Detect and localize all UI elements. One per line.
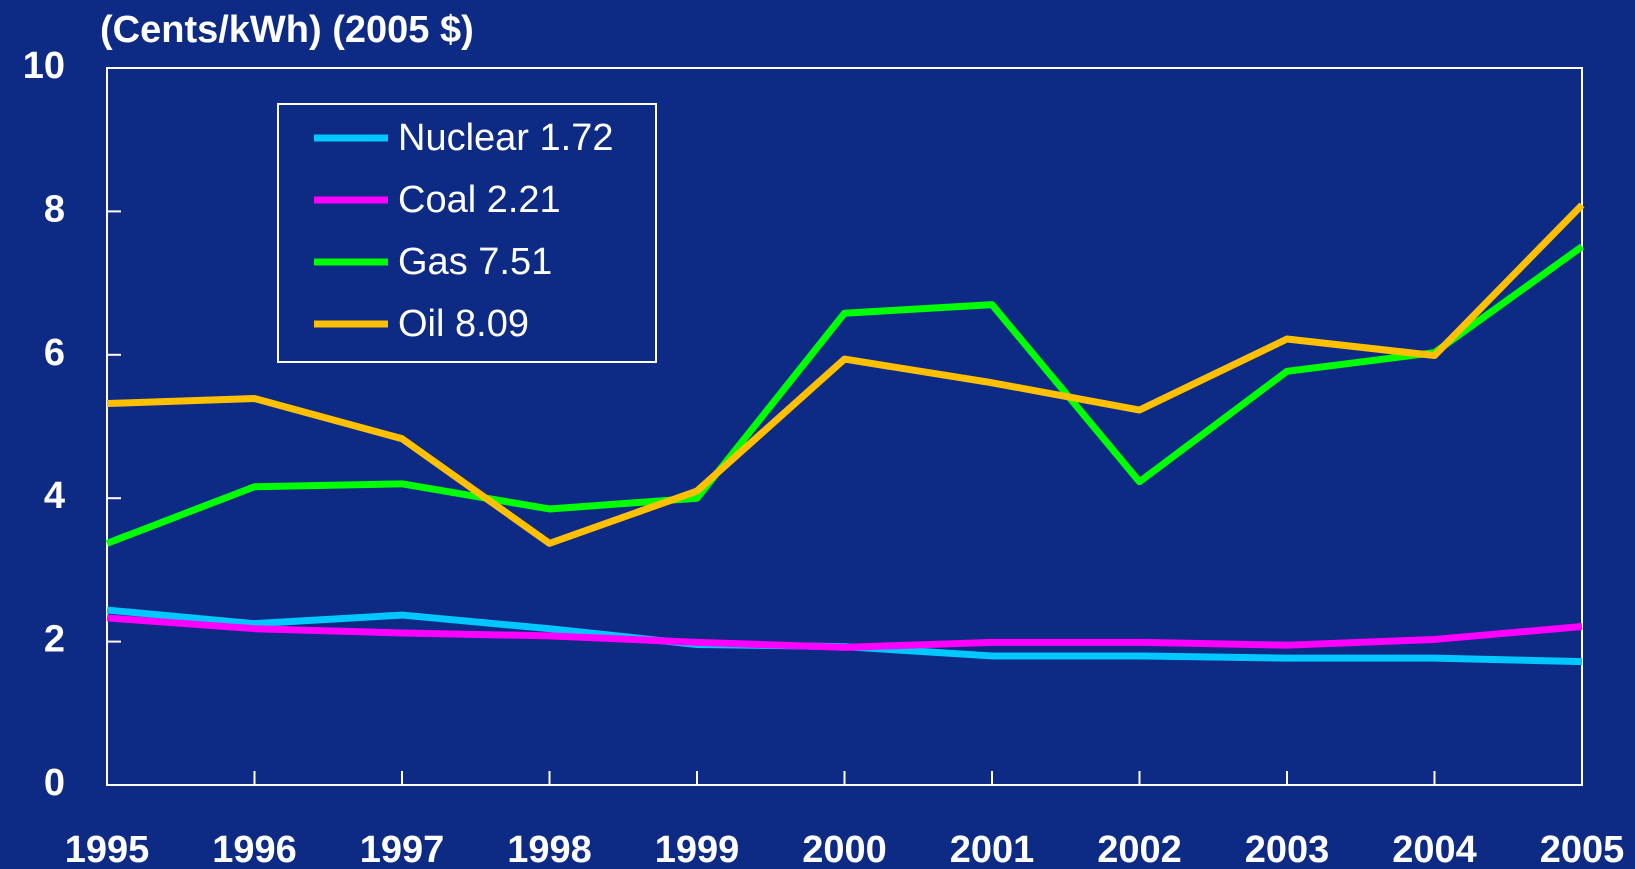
y-tick-label: 6: [44, 332, 65, 374]
y-tick-label: 0: [44, 762, 65, 804]
legend-label: Nuclear 1.72: [398, 117, 613, 159]
legend-box: [277, 103, 657, 363]
y-tick-label: 4: [44, 475, 65, 517]
x-tick-label: 2005: [1540, 829, 1625, 869]
x-tick-label: 1995: [65, 829, 150, 869]
series-line: [106, 202, 1585, 547]
chart-title: (Cents/kWh) (2005 $): [100, 9, 474, 51]
series-line: [106, 614, 1583, 651]
y-tick-label: 8: [44, 188, 65, 230]
x-tick-label: 2002: [1097, 829, 1182, 869]
x-tick-label: 1998: [507, 829, 592, 869]
legend-label: Oil 8.09: [398, 303, 529, 345]
x-tick-label: 2004: [1392, 829, 1477, 869]
x-tick-label: 2001: [950, 829, 1035, 869]
x-tick-label: 1997: [360, 829, 445, 869]
series-line: [105, 243, 1585, 547]
legend-label: Gas 7.51: [398, 241, 552, 283]
legend-label: Coal 2.21: [398, 179, 561, 221]
x-tick-label: 1996: [212, 829, 297, 869]
x-tick-label: 1999: [655, 829, 740, 869]
x-tick-label: 2000: [802, 829, 887, 869]
x-tick-label: 2003: [1245, 829, 1330, 869]
y-tick-label: 10: [23, 45, 65, 87]
y-tick-label: 2: [44, 619, 65, 661]
